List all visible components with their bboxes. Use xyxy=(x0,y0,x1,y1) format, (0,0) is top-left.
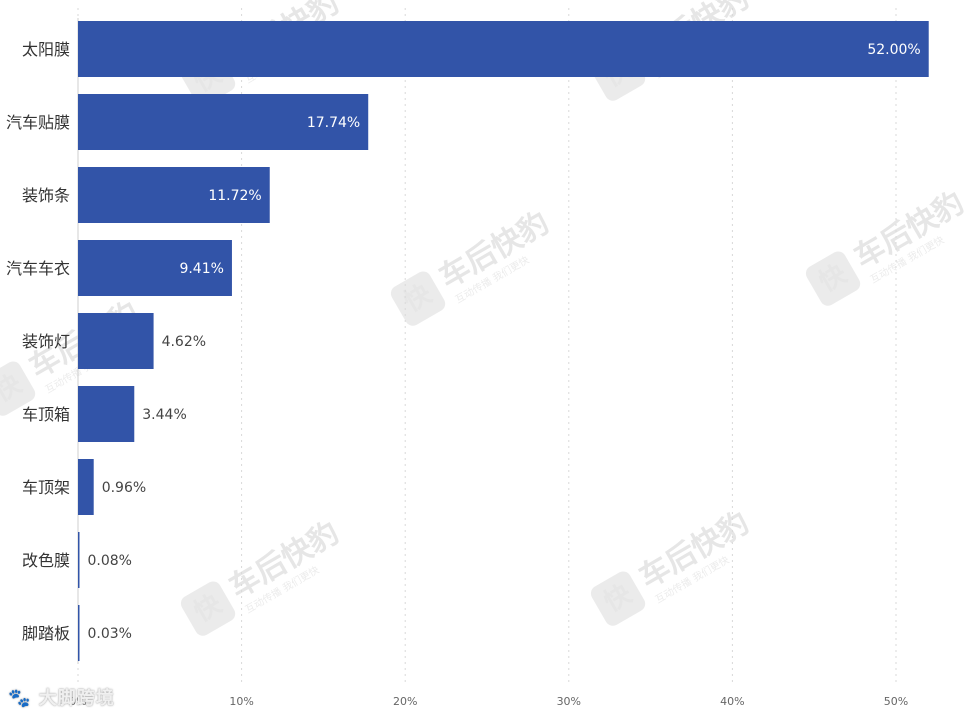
bar xyxy=(78,605,80,661)
x-tick-label: 0% xyxy=(69,695,86,708)
data-label: 0.03% xyxy=(88,626,132,642)
category-label: 脚踏板 xyxy=(22,624,70,643)
bar xyxy=(78,313,154,369)
data-label: 9.41% xyxy=(179,261,223,277)
category-label: 车顶箱 xyxy=(22,405,70,424)
footer-logo-text: 大脚跨境 xyxy=(38,688,115,709)
data-label: 3.44% xyxy=(142,407,186,423)
data-label: 0.96% xyxy=(102,480,146,496)
bar xyxy=(78,167,270,223)
watermark-icon xyxy=(805,251,861,306)
bar xyxy=(78,532,80,588)
category-label: 汽车车衣 xyxy=(6,259,70,278)
bar xyxy=(78,94,369,150)
category-label: 改色膜 xyxy=(22,551,70,570)
watermark-icon xyxy=(390,271,446,326)
bar xyxy=(78,240,232,296)
category-label: 汽车贴膜 xyxy=(6,113,70,132)
x-tick-label: 20% xyxy=(393,695,417,708)
watermark-icon xyxy=(590,571,646,626)
x-tick-label: 30% xyxy=(557,695,581,708)
footer-logo: 🐾 大脚跨境 xyxy=(8,684,115,710)
bar xyxy=(78,459,94,515)
data-label: 52.00% xyxy=(867,42,920,58)
category-label: 装饰灯 xyxy=(22,332,70,351)
x-tick-label: 10% xyxy=(229,695,253,708)
data-label: 4.62% xyxy=(162,334,206,350)
data-label: 17.74% xyxy=(307,115,360,131)
footer-logo-icon: 🐾 xyxy=(8,688,32,709)
watermark-icon xyxy=(180,581,236,636)
category-label: 装饰条 xyxy=(22,186,70,205)
x-tick-labels: 0% 10% 20% 30% 40% 50% xyxy=(69,695,908,708)
bar xyxy=(78,386,135,442)
data-label: 11.72% xyxy=(208,188,261,204)
watermark-icon xyxy=(0,361,36,416)
data-label: 0.08% xyxy=(88,553,132,569)
bar xyxy=(78,21,929,77)
bars-group: 52.00% 17.74% 11.72% 9.41% 4.62% 3.44% 0.96% 0.… xyxy=(78,21,929,661)
category-label: 车顶架 xyxy=(22,478,70,497)
x-tick-label: 40% xyxy=(720,695,744,708)
category-label: 太阳膜 xyxy=(22,40,70,59)
x-tick-label: 50% xyxy=(884,695,908,708)
